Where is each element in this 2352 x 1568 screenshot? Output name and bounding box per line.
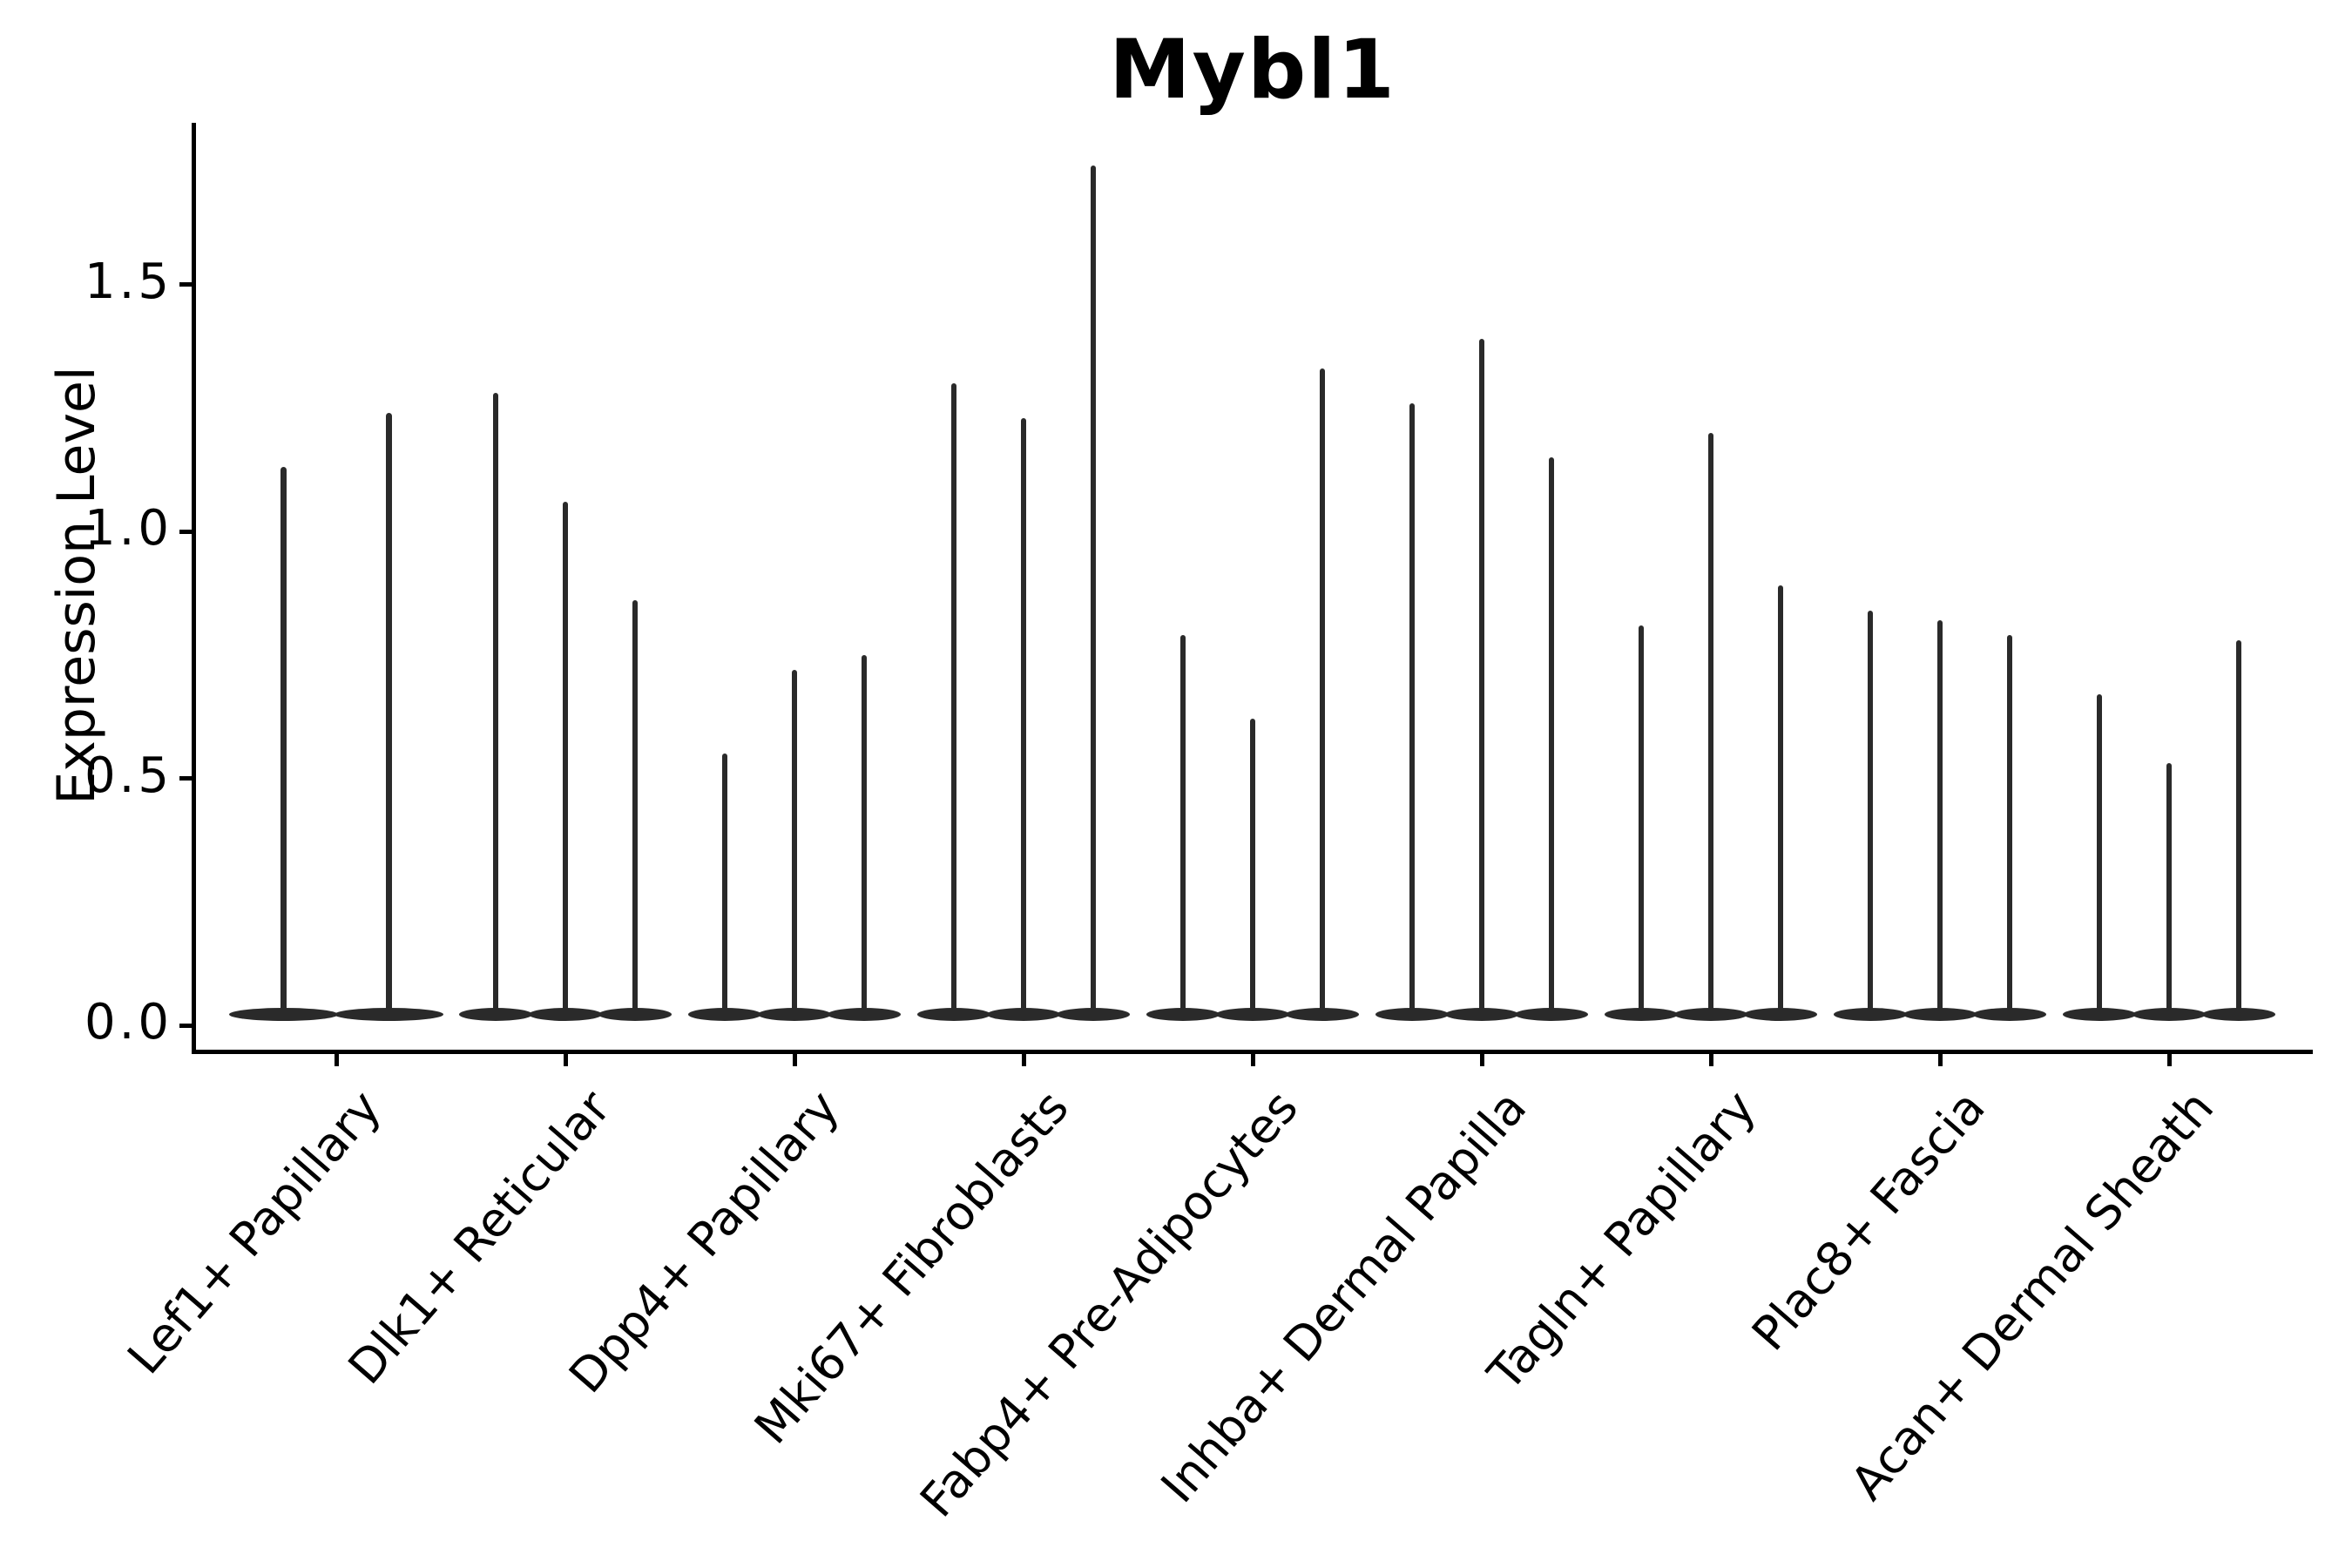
violin-spike xyxy=(492,393,499,1014)
violin-spike xyxy=(1867,610,1874,1014)
violin-spike xyxy=(791,669,798,1014)
y-tick-mark xyxy=(179,776,192,781)
violin-spike xyxy=(1020,417,1027,1014)
x-tick-mark xyxy=(563,1054,568,1066)
violin-body xyxy=(2202,1007,2275,1021)
violin-body xyxy=(459,1007,532,1021)
violin-spike xyxy=(1936,620,1943,1014)
violin-body xyxy=(1286,1007,1359,1021)
violin-body xyxy=(1057,1007,1130,1021)
violin-spike xyxy=(562,501,569,1014)
y-axis-label: Expression Level xyxy=(46,366,107,805)
violin-body xyxy=(758,1007,831,1021)
x-tick-label: Fabp4+ Pre-Adipocytes xyxy=(909,1080,1308,1528)
violin-body xyxy=(1375,1007,1449,1021)
x-tick-mark xyxy=(1937,1054,1943,1066)
y-tick-mark xyxy=(179,282,192,287)
x-tick-mark xyxy=(1021,1054,1026,1066)
violin-spike xyxy=(1319,368,1326,1014)
x-tick-mark xyxy=(792,1054,797,1066)
violin-spike xyxy=(1548,456,1555,1014)
violin-body xyxy=(529,1007,602,1021)
y-axis-spine xyxy=(191,123,196,1054)
violin-spike xyxy=(1179,635,1186,1014)
violin-spike xyxy=(280,467,287,1014)
y-tick-label: 1.5 xyxy=(84,253,172,310)
x-tick-mark xyxy=(1250,1054,1255,1066)
violin-body xyxy=(688,1007,761,1021)
violin-body xyxy=(1445,1007,1518,1021)
violin-spike xyxy=(1638,625,1645,1014)
y-tick-mark xyxy=(179,1023,192,1028)
violin-spike xyxy=(1707,432,1714,1014)
x-tick-label: Plac8+ Fascia xyxy=(1740,1080,1996,1362)
violin-body xyxy=(2063,1007,2136,1021)
violin-spike xyxy=(1777,585,1784,1014)
violin-spike xyxy=(632,600,639,1014)
x-axis-spine xyxy=(191,1050,2313,1054)
x-tick-mark xyxy=(1708,1054,1713,1066)
violin-body xyxy=(1903,1007,1977,1021)
violin-body xyxy=(1834,1007,1907,1021)
violin-body xyxy=(335,1007,443,1021)
violin-body xyxy=(1515,1007,1588,1021)
y-tick-label: 1.0 xyxy=(84,500,172,557)
violin-body xyxy=(1674,1007,1747,1021)
x-tick-mark xyxy=(334,1054,339,1066)
violin-body xyxy=(1216,1007,1289,1021)
x-tick-mark xyxy=(1479,1054,1484,1066)
violin-spike xyxy=(2235,639,2242,1014)
x-tick-label: Inhba+ Dermal Papilla xyxy=(1150,1080,1538,1513)
violin-body xyxy=(1146,1007,1220,1021)
violin-spike xyxy=(2006,635,2013,1014)
violin-body xyxy=(828,1007,901,1021)
violin-body xyxy=(2132,1007,2206,1021)
x-tick-label: Lef1+ Papillary xyxy=(117,1080,392,1385)
violin-spike xyxy=(721,754,728,1014)
y-tick-label: 0.5 xyxy=(84,747,172,804)
violin-body xyxy=(1605,1007,1678,1021)
violin-spike xyxy=(386,412,392,1014)
violin-body xyxy=(1744,1007,1817,1021)
y-tick-label: 0.0 xyxy=(84,994,172,1051)
violin-body xyxy=(598,1007,672,1021)
violin-spike xyxy=(950,382,957,1014)
violin-spike xyxy=(1409,402,1416,1014)
violin-spike xyxy=(1090,166,1097,1014)
violin-body xyxy=(917,1007,990,1021)
violin-body xyxy=(987,1007,1060,1021)
violin-spike xyxy=(2166,763,2173,1014)
violin-body xyxy=(1973,1007,2046,1021)
violin-spike xyxy=(1249,719,1256,1014)
x-tick-mark xyxy=(2166,1054,2172,1066)
chart-title: Mybl1 xyxy=(1109,23,1396,118)
violin-spike xyxy=(861,654,868,1014)
y-tick-mark xyxy=(179,529,192,534)
violin-body xyxy=(229,1007,338,1021)
violin-spike xyxy=(1478,338,1485,1014)
violin-spike xyxy=(2096,694,2103,1014)
